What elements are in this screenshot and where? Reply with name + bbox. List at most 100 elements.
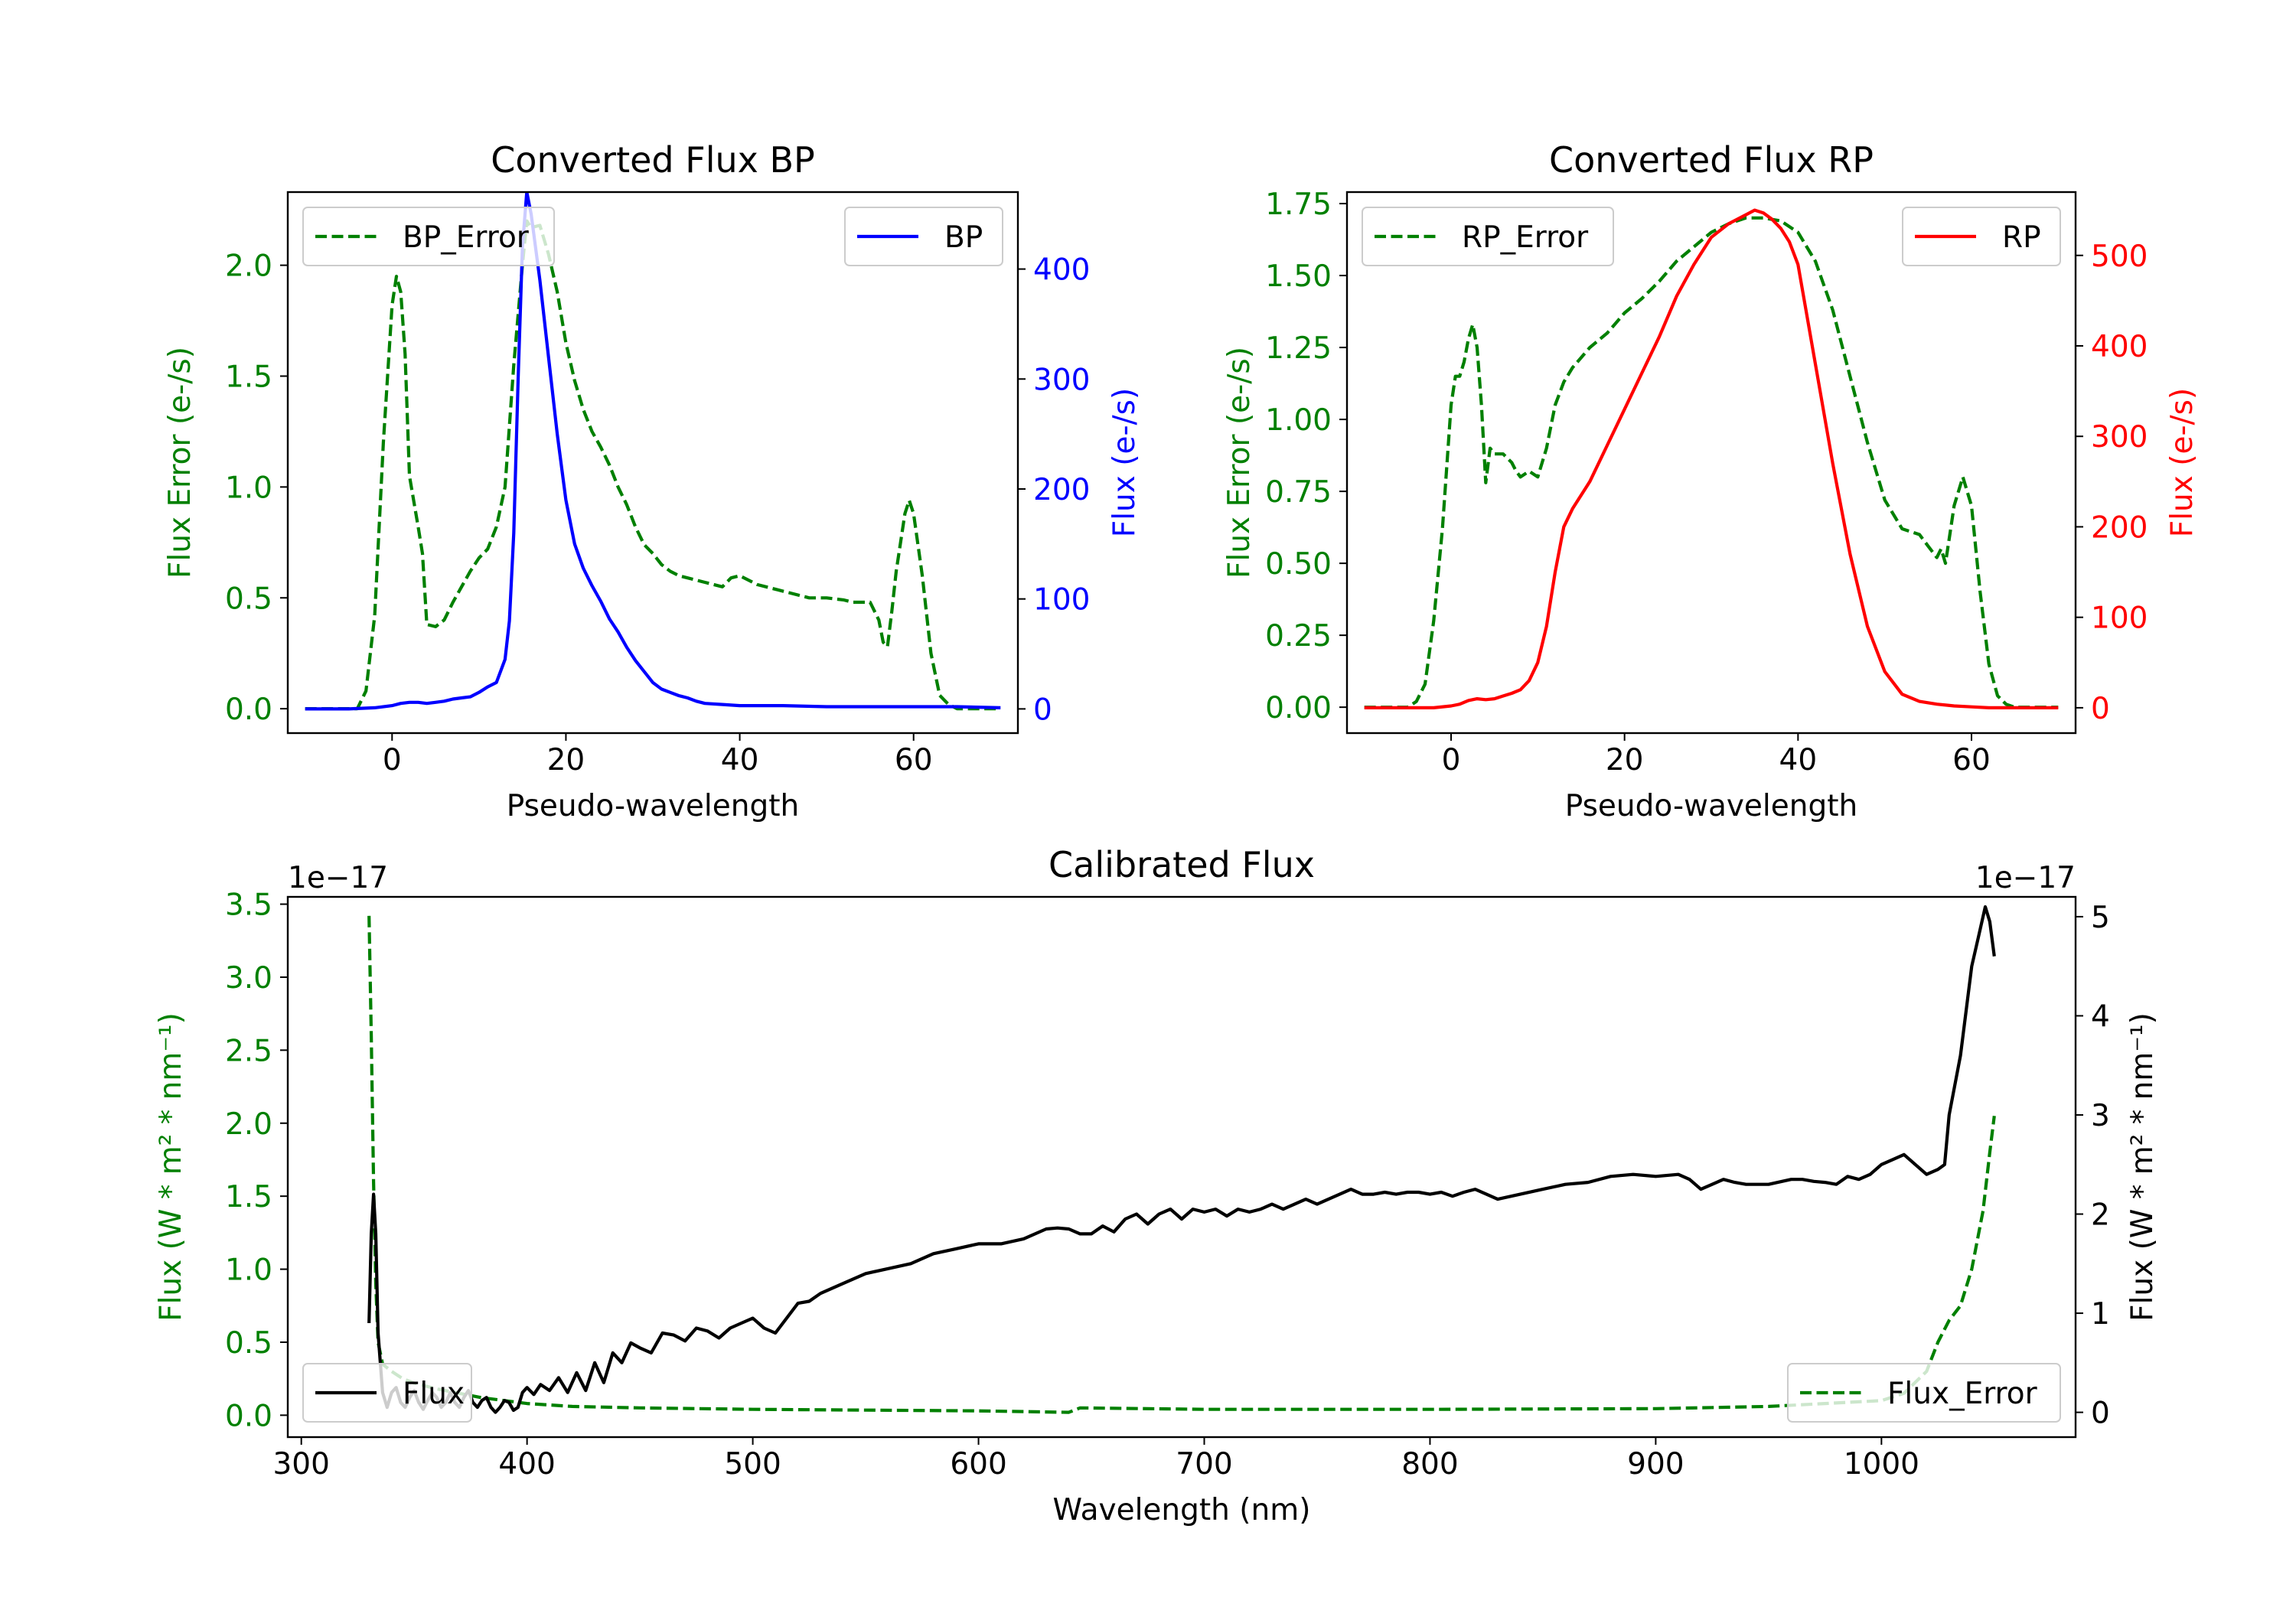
bp-xtick-label: 60 — [895, 743, 933, 777]
calibrated-ytick-left-label: 0.5 — [225, 1326, 272, 1361]
bp-xtick-label: 40 — [721, 743, 759, 777]
rp-flux-line — [1364, 208, 2059, 709]
bp-legend-box — [844, 207, 1003, 266]
rp-axes-frame — [1345, 191, 2077, 735]
calibrated-ytick-right-label: 3 — [2091, 1099, 2110, 1133]
rp-ytick-right-label: 500 — [2091, 240, 2148, 274]
rp-xtick-label: 0 — [1442, 743, 1461, 777]
bp-legend-label: BP_Error — [403, 220, 530, 255]
calibrated-xtick-label: 1000 — [1844, 1447, 1919, 1482]
rp-ytick-right-label: 400 — [2091, 330, 2148, 364]
bp-xlabel: Pseudo-wavelength — [507, 789, 799, 823]
bp-chart: 0 20 40 60 0.0 0.5 1.0 1.5 2.0 0 100 200 300 400 Conve… — [163, 139, 1142, 823]
bp-legend-right: BP — [844, 207, 1003, 266]
calibrated-ylabel-left: Flux (W * m² * nm⁻¹) — [154, 1012, 188, 1322]
rp-ytick-left-label: 1.25 — [1265, 331, 1332, 366]
bp-ytick-left-label: 0.5 — [225, 582, 272, 616]
calibrated-ytick-left-label: 2.5 — [225, 1034, 272, 1068]
calibrated-legend-label: Flux — [403, 1377, 465, 1411]
rp-ytick-left-label: 0.75 — [1265, 475, 1332, 510]
calibrated-offset-left: 1e−17 — [288, 861, 388, 895]
bp-ytick-right-label: 200 — [1033, 473, 1090, 507]
calibrated-ytick-left-label: 3.5 — [225, 888, 272, 923]
bp-ytick-right-label: 0 — [1033, 693, 1052, 727]
calibrated-xlabel: Wavelength (nm) — [1053, 1493, 1311, 1527]
calibrated-legend-right: Flux_Error — [1787, 1363, 2061, 1423]
calibrated-ytick-right-label: 4 — [2091, 999, 2110, 1034]
calibrated-ytick-left-label: 2.0 — [225, 1107, 272, 1142]
rp-ytick-left-label: 1.00 — [1265, 403, 1332, 438]
rp-ytick-left-label: 1.75 — [1265, 187, 1332, 222]
calibrated-xtick-label: 400 — [498, 1447, 555, 1482]
rp-ytick-right-label: 200 — [2091, 510, 2148, 545]
rp-ytick-right-label: 0 — [2091, 692, 2110, 726]
bp-ytick-left-label: 0.0 — [225, 693, 272, 727]
rp-ytick-left-label: 0.25 — [1265, 619, 1332, 654]
calibrated-flux-line — [367, 905, 1996, 1414]
rp-legend-right: RP — [1902, 207, 2061, 266]
calibrated-ytick-right-label: 2 — [2091, 1198, 2110, 1233]
rp-ylabel-left: Flux Error (e-/s) — [1222, 347, 1257, 579]
rp-legend-box — [1902, 207, 2061, 266]
rp-xtick-label: 20 — [1606, 743, 1644, 777]
bp-ytick-right-label: 100 — [1033, 583, 1090, 618]
calibrated-ytick-right-label: 1 — [2091, 1297, 2110, 1332]
calibrated-error-line — [367, 915, 1996, 1414]
bp-ytick-left-label: 1.5 — [225, 360, 272, 394]
rp-xtick-label: 60 — [1952, 743, 1991, 777]
calibrated-ytick-right-label: 0 — [2091, 1397, 2110, 1431]
calibrated-xtick-label: 900 — [1627, 1447, 1684, 1482]
calibrated-legend-box — [302, 1363, 472, 1423]
calibrated-ytick-left-label: 1.0 — [225, 1253, 272, 1288]
calibrated-chart: 300 400 500 600 700 800 900 1000 0.0 0.5 1.0 1.5 2.0… — [154, 844, 2160, 1527]
bp-legend-box — [302, 207, 555, 266]
calibrated-ytick-left-label: 0.0 — [225, 1399, 272, 1433]
rp-legend-label: RP_Error — [1462, 220, 1589, 255]
calibrated-ytick-left-label: 3.0 — [225, 961, 272, 996]
calibrated-xtick-label: 700 — [1176, 1447, 1232, 1482]
bp-ylabel-left: Flux Error (e-/s) — [163, 347, 197, 579]
bp-error-line — [305, 219, 1001, 711]
bp-legend-label: BP — [944, 220, 983, 255]
rp-ytick-left-label: 1.50 — [1265, 259, 1332, 294]
bp-ytick-right-label: 300 — [1033, 363, 1090, 397]
calibrated-legend-box — [1787, 1363, 2061, 1423]
bp-ytick-right-label: 400 — [1033, 253, 1090, 288]
bp-xtick-label: 20 — [547, 743, 585, 777]
calibrated-ylabel-right: Flux (W * m² * nm⁻¹) — [2125, 1012, 2160, 1322]
calibrated-xtick-label: 600 — [950, 1447, 1006, 1482]
rp-ytick-right-label: 100 — [2091, 601, 2148, 636]
rp-ytick-left-label: 0.50 — [1265, 547, 1332, 582]
rp-legend-box — [1362, 207, 1614, 266]
calibrated-xtick-label: 300 — [272, 1447, 329, 1482]
calibrated-title: Calibrated Flux — [1049, 844, 1315, 885]
calibrated-ytick-left-label: 1.5 — [225, 1180, 272, 1214]
bp-ytick-left-label: 1.0 — [225, 471, 272, 505]
calibrated-offset-right: 1e−17 — [1975, 861, 2076, 895]
calibrated-ytick-right-label: 5 — [2091, 901, 2110, 935]
rp-xtick-label: 40 — [1779, 743, 1818, 777]
bp-title: Converted Flux BP — [491, 139, 815, 181]
bp-legend-left: BP_Error — [302, 207, 555, 266]
rp-ytick-right-label: 300 — [2091, 420, 2148, 455]
calibrated-legend-label: Flux_Error — [1887, 1377, 2038, 1411]
rp-legend-left: RP_Error — [1362, 207, 1614, 266]
rp-xlabel: Pseudo-wavelength — [1565, 789, 1857, 823]
calibrated-legend-left: Flux — [302, 1363, 472, 1423]
rp-ylabel-right: Flux (e-/s) — [2165, 388, 2200, 537]
calibrated-axes-frame — [286, 895, 2077, 1439]
bp-xtick-label: 0 — [383, 743, 402, 777]
rp-ytick-left-label: 0.00 — [1265, 691, 1332, 725]
rp-title: Converted Flux RP — [1549, 139, 1874, 181]
bp-ytick-left-label: 2.0 — [225, 249, 272, 284]
bp-flux-line — [305, 192, 1001, 711]
bp-axes-frame — [286, 191, 1019, 735]
calibrated-xtick-label: 800 — [1401, 1447, 1458, 1482]
rp-legend-label: RP — [2002, 220, 2041, 255]
calibrated-xtick-label: 500 — [724, 1447, 781, 1482]
rp-error-line — [1364, 216, 2059, 709]
rp-chart: 0 20 40 60 0.00 0.25 0.50 0.75 1.00 1.25 1.50 1.75 0… — [1222, 139, 2200, 823]
bp-ylabel-right: Flux (e-/s) — [1107, 388, 1142, 537]
